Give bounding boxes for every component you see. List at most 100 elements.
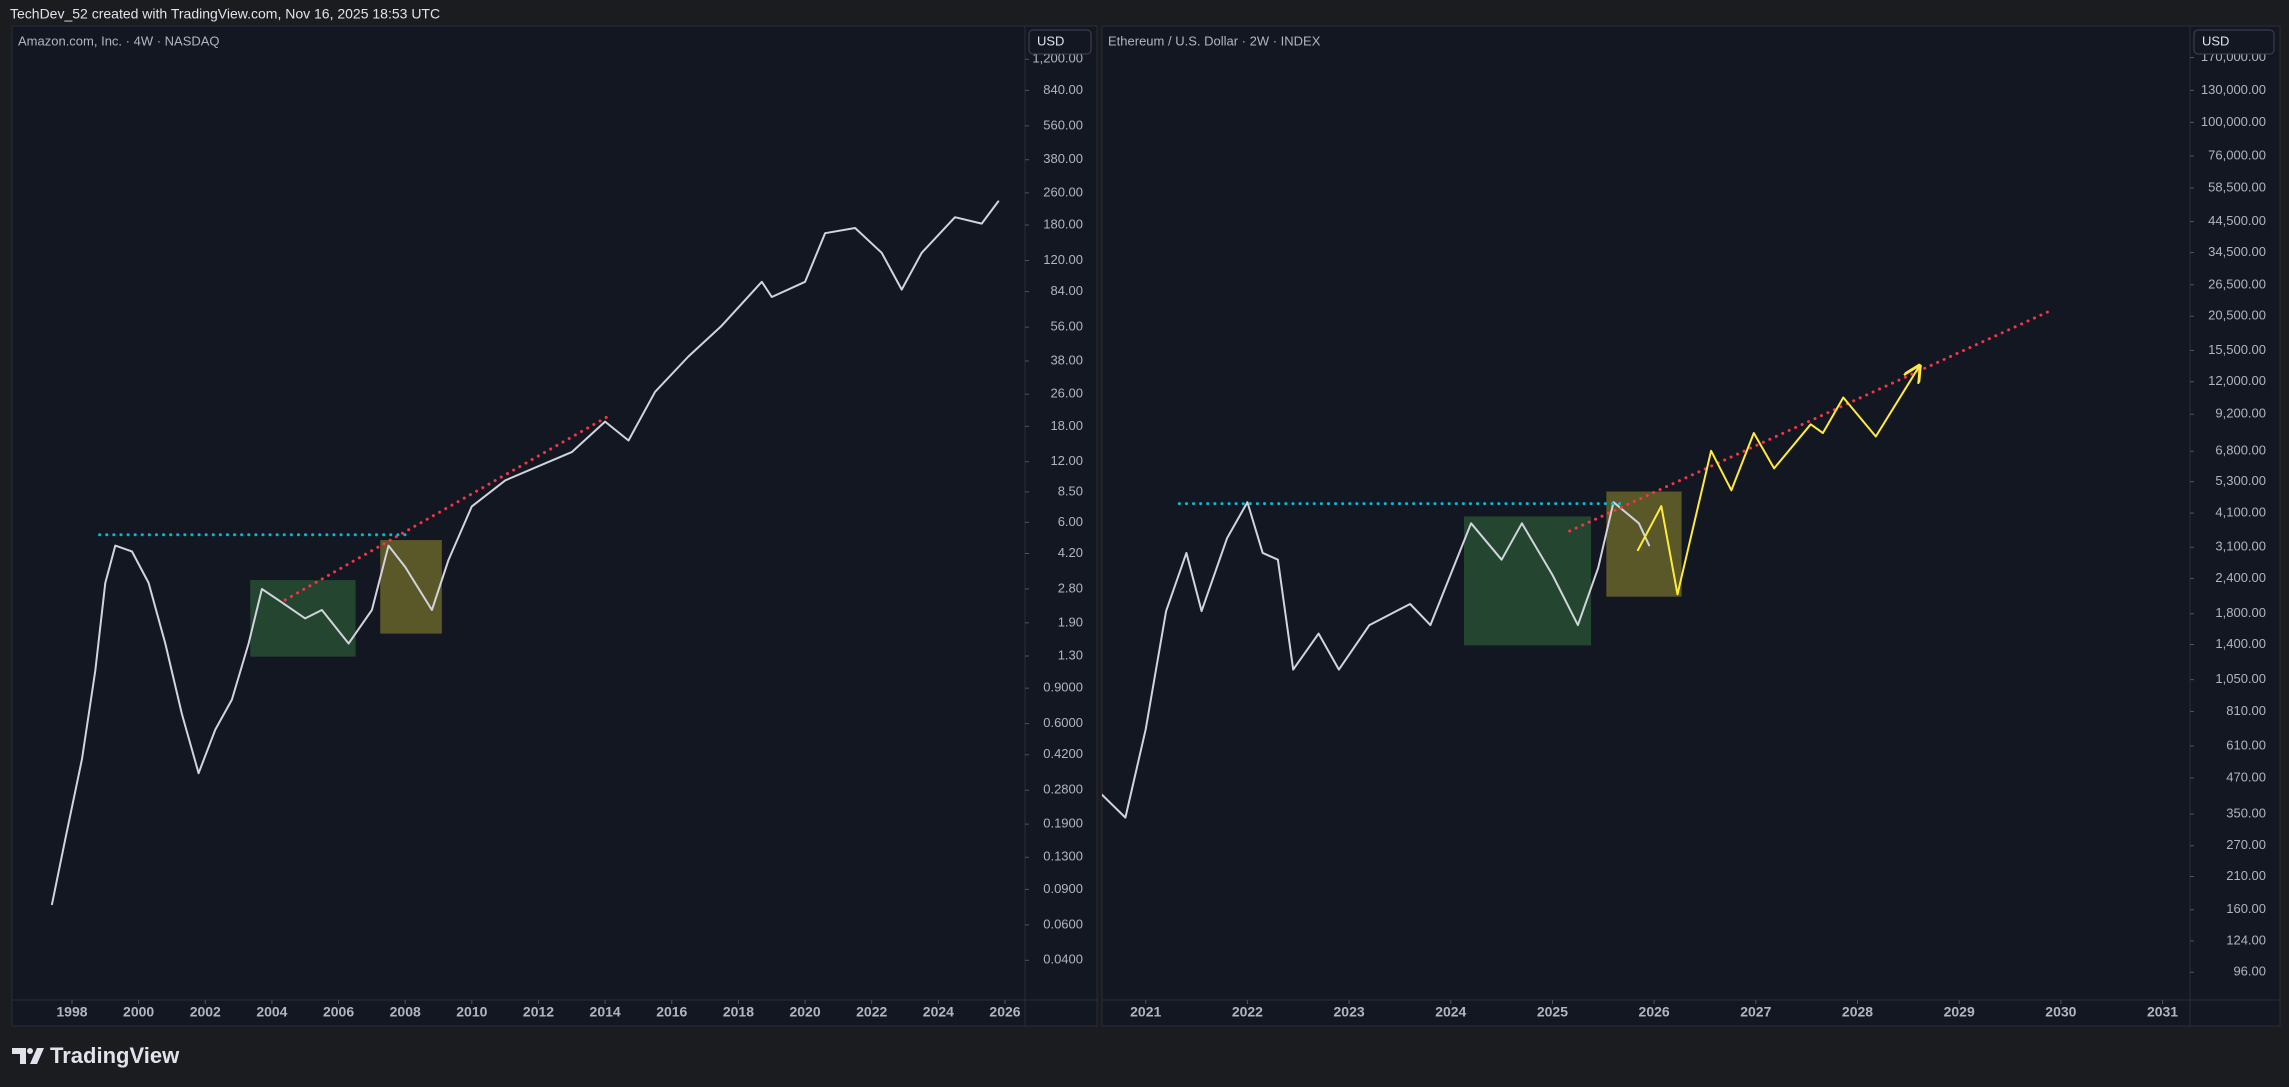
y-tick-label: 124.00 xyxy=(2226,932,2266,947)
x-tick-label: 2000 xyxy=(123,1004,154,1020)
x-tick-label: 2014 xyxy=(590,1004,621,1020)
y-tick-label: 56.00 xyxy=(1050,319,1083,334)
y-tick-label: 38.00 xyxy=(1050,352,1083,367)
x-tick-label: 2006 xyxy=(323,1004,354,1020)
highlight-zone xyxy=(1463,516,1592,646)
y-tick-label: 0.0400 xyxy=(1043,952,1083,967)
y-tick-label: 610.00 xyxy=(2226,738,2266,753)
x-tick-label: 2023 xyxy=(1334,1004,1365,1020)
y-tick-label: 84.00 xyxy=(1050,283,1083,298)
y-tick-label: 840.00 xyxy=(1043,82,1083,97)
pane-background xyxy=(11,25,1098,1027)
charts: 1,200.00840.00560.00380.00260.00180.0012… xyxy=(11,25,2281,1027)
x-tick-label: 2018 xyxy=(723,1004,754,1020)
y-tick-label: 44,500.00 xyxy=(2208,213,2266,228)
x-tick-label: 2025 xyxy=(1537,1004,1568,1020)
y-tick-label: 1,050.00 xyxy=(2215,671,2266,686)
y-tick-label: 270.00 xyxy=(2226,837,2266,852)
x-tick-label: 2027 xyxy=(1740,1004,1771,1020)
brand-name: TradingView xyxy=(50,1043,180,1068)
currency-label[interactable]: USD xyxy=(2202,33,2229,48)
x-tick-label: 2004 xyxy=(256,1004,287,1020)
y-tick-label: 160.00 xyxy=(2226,901,2266,916)
y-tick-label: 470.00 xyxy=(2226,769,2266,784)
y-tick-label: 560.00 xyxy=(1043,117,1083,132)
header-text: TechDev_52 created with TradingView.com,… xyxy=(10,6,440,22)
chart-title: Ethereum / U.S. Dollar · 2W · INDEX xyxy=(1108,33,1321,48)
x-tick-label: 2022 xyxy=(1232,1004,1263,1020)
y-tick-label: 350.00 xyxy=(2226,805,2266,820)
y-tick-label: 0.1300 xyxy=(1043,849,1083,864)
y-tick-label: 1,400.00 xyxy=(2215,636,2266,651)
y-tick-label: 5,300.00 xyxy=(2215,473,2266,488)
price-line xyxy=(51,200,1000,906)
y-tick-label: 0.1900 xyxy=(1043,816,1083,831)
currency-button[interactable] xyxy=(2193,29,2275,55)
y-tick-label: 76,000.00 xyxy=(2208,147,2266,162)
y-tick-label: 34,500.00 xyxy=(2208,244,2266,259)
y-tick-label: 6,800.00 xyxy=(2215,443,2266,458)
price-line xyxy=(1102,501,1651,819)
x-tick-label: 2002 xyxy=(190,1004,221,1020)
currency-button[interactable] xyxy=(1028,29,1092,55)
x-tick-label: 2008 xyxy=(390,1004,421,1020)
y-tick-label: 15,500.00 xyxy=(2208,342,2266,357)
y-tick-label: 3,100.00 xyxy=(2215,539,2266,554)
y-tick-label: 12.00 xyxy=(1050,453,1083,468)
x-tick-label: 2029 xyxy=(1944,1004,1975,1020)
y-tick-label: 4,100.00 xyxy=(2215,505,2266,520)
y-tick-label: 810.00 xyxy=(2226,703,2266,718)
x-tick-label: 2026 xyxy=(989,1004,1020,1020)
y-tick-label: 210.00 xyxy=(2226,868,2266,883)
y-tick-label: 26,500.00 xyxy=(2208,276,2266,291)
x-tick-label: 2012 xyxy=(523,1004,554,1020)
y-tick-label: 0.2800 xyxy=(1043,782,1083,797)
y-tick-label: 130,000.00 xyxy=(2201,82,2266,97)
y-tick-label: 180.00 xyxy=(1043,216,1083,231)
y-tick-label: 20,500.00 xyxy=(2208,308,2266,323)
chart-pane: 1,200.00840.00560.00380.00260.00180.0012… xyxy=(11,25,1098,1027)
x-tick-label: 2026 xyxy=(1639,1004,1670,1020)
y-tick-label: 9,200.00 xyxy=(2215,406,2266,421)
y-tick-label: 1.90 xyxy=(1058,614,1083,629)
y-tick-label: 120.00 xyxy=(1043,252,1083,267)
y-tick-label: 0.0900 xyxy=(1043,881,1083,896)
y-tick-label: 8.50 xyxy=(1058,483,1083,498)
y-tick-label: 100,000.00 xyxy=(2201,114,2266,129)
y-tick-label: 1,800.00 xyxy=(2215,605,2266,620)
plot-area xyxy=(51,200,1000,906)
x-tick-label: 2028 xyxy=(1842,1004,1873,1020)
y-tick-label: 2,400.00 xyxy=(2215,570,2266,585)
trend-line xyxy=(283,415,609,602)
y-tick-label: 380.00 xyxy=(1043,151,1083,166)
x-tick-label: 2030 xyxy=(2045,1004,2076,1020)
highlight-zone xyxy=(380,540,442,634)
y-tick-label: 2.80 xyxy=(1058,580,1083,595)
y-tick-label: 96.00 xyxy=(2233,964,2266,979)
x-tick-label: 2031 xyxy=(2147,1004,2178,1020)
chart-pane: 170,000.00130,000.00100,000.0076,000.005… xyxy=(1101,25,2281,1027)
x-tick-label: 2010 xyxy=(456,1004,487,1020)
y-tick-label: 6.00 xyxy=(1058,514,1083,529)
y-tick-label: 58,500.00 xyxy=(2208,179,2266,194)
y-tick-label: 0.6000 xyxy=(1043,715,1083,730)
y-tick-label: 4.20 xyxy=(1058,545,1083,560)
pane-background xyxy=(1101,25,2281,1027)
x-tick-label: 1998 xyxy=(56,1004,87,1020)
x-tick-label: 2024 xyxy=(1435,1004,1466,1020)
chart-title: Amazon.com, Inc. · 4W · NASDAQ xyxy=(18,33,220,48)
x-tick-label: 2020 xyxy=(789,1004,820,1020)
y-tick-label: 12,000.00 xyxy=(2208,373,2266,388)
y-tick-label: 260.00 xyxy=(1043,184,1083,199)
currency-label[interactable]: USD xyxy=(1037,33,1064,48)
y-tick-label: 18.00 xyxy=(1050,418,1083,433)
y-tick-label: 0.9000 xyxy=(1043,680,1083,695)
plot-area xyxy=(1102,308,2054,819)
y-tick-label: 0.0600 xyxy=(1043,916,1083,931)
y-tick-label: 0.4200 xyxy=(1043,746,1083,761)
x-tick-label: 2016 xyxy=(656,1004,687,1020)
y-tick-label: 1.30 xyxy=(1058,647,1083,662)
brand-logo xyxy=(12,1048,44,1064)
